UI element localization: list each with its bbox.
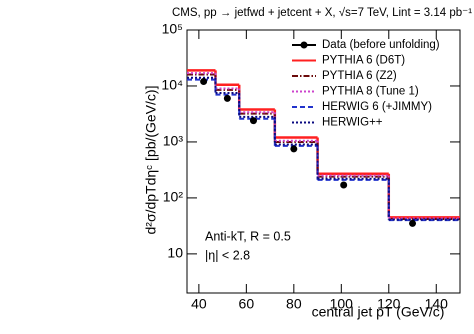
legend-label: PYTHIA 8 (Tune 1) (322, 86, 419, 98)
chart-title: CMS, pp → jetfwd + jetcent + X, √s=7 TeV… (172, 6, 472, 19)
data-point (409, 219, 417, 227)
y-tick-label: 10⁵ (162, 21, 183, 37)
y-tick-label: 10⁴ (161, 77, 183, 93)
x-axis-label: central jet pT (GeV/c) (312, 304, 445, 320)
data-point (249, 117, 257, 125)
x-tick-label: 60 (239, 296, 255, 312)
plot-frame (186, 29, 461, 294)
annotation: |η| < 2.8 (205, 248, 250, 262)
legend-label: HERWIG 6 (+JIMMY) (322, 101, 432, 113)
legend-label: PYTHIA 6 (D6T) (322, 55, 405, 67)
data-point (223, 94, 231, 102)
data-point (200, 78, 208, 86)
y-axis-label: d²σ/dpTdηᶜ [pb/(GeV/c)] (143, 86, 159, 235)
annotation: Anti-kT, R = 0.5 (205, 229, 291, 243)
x-tick-label: 140 (425, 296, 449, 312)
x-tick-label: 40 (191, 296, 207, 312)
legend-swatch (300, 41, 308, 49)
legend-label: Data (before unfolding) (322, 39, 440, 51)
y-tick-label: 10² (163, 189, 184, 205)
legend-label: PYTHIA 6 (Z2) (322, 70, 397, 82)
y-tick-label: 10³ (163, 133, 184, 149)
x-tick-label: 80 (286, 296, 302, 312)
x-tick-label: 100 (330, 296, 354, 312)
y-tick-label: 10 (167, 245, 183, 261)
x-tick-label: 120 (377, 296, 401, 312)
legend-label: HERWIG++ (322, 117, 383, 129)
data-point (290, 145, 298, 153)
data-point (340, 181, 348, 189)
